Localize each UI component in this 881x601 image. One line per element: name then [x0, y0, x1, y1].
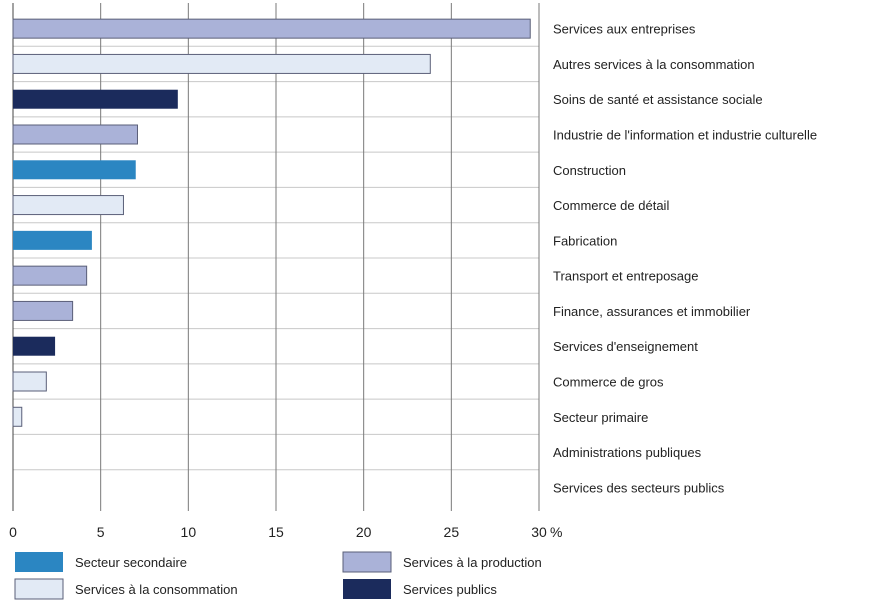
x-tick-label: 20: [356, 524, 372, 540]
category-label: Industrie de l'information et industrie …: [553, 128, 817, 143]
category-label: Soins de santé et assistance sociale: [553, 92, 763, 107]
category-label: Services d'enseignement: [553, 339, 698, 354]
legend-swatch: [15, 552, 63, 572]
x-tick-label: 30: [531, 524, 547, 540]
category-label: Services des secteurs publics: [553, 480, 725, 495]
category-label: Finance, assurances et immobilier: [553, 304, 751, 319]
category-label: Administrations publiques: [553, 445, 702, 460]
legend-swatch: [343, 579, 391, 599]
x-tick-label: 10: [181, 524, 197, 540]
bar: [12, 53, 431, 74]
bar: [13, 230, 92, 250]
legend: Secteur secondaire Services à la producti…: [14, 551, 542, 600]
x-tick-label: 5: [97, 524, 105, 540]
category-label: Commerce de gros: [553, 375, 664, 390]
bar: [13, 160, 136, 180]
bar: [12, 371, 47, 392]
grid: [13, 3, 540, 511]
category-label: Commerce de détail: [553, 198, 669, 213]
bar: [12, 124, 138, 145]
legend-swatch: [14, 578, 64, 600]
x-axis-unit: %: [550, 524, 562, 540]
bar: [12, 195, 124, 216]
x-axis-ticks: 0 5 10 15 20 25 30: [9, 524, 547, 540]
legend-label: Secteur secondaire: [75, 555, 187, 570]
bar: [12, 300, 74, 321]
legend-label: Services à la consommation: [75, 582, 238, 597]
category-label: Services aux entreprises: [553, 22, 696, 37]
bar: [13, 89, 178, 109]
legend-label: Services à la production: [403, 555, 542, 570]
legend-label: Services publics: [403, 582, 497, 597]
category-labels: Services aux entreprises Autres services …: [553, 22, 817, 496]
category-label: Construction: [553, 163, 626, 178]
bar: [12, 18, 531, 39]
bar: [12, 265, 88, 286]
category-label: Fabrication: [553, 233, 617, 248]
bar: [13, 336, 56, 356]
bars: [12, 18, 531, 427]
x-tick-label: 0: [9, 524, 17, 540]
x-tick-label: 25: [444, 524, 460, 540]
legend-swatch: [342, 551, 392, 573]
category-label: Autres services à la consommation: [553, 57, 755, 72]
category-label: Transport et entreposage: [553, 269, 699, 284]
bar: [12, 406, 23, 427]
category-label: Secteur primaire: [553, 410, 648, 425]
x-tick-label: 15: [268, 524, 284, 540]
